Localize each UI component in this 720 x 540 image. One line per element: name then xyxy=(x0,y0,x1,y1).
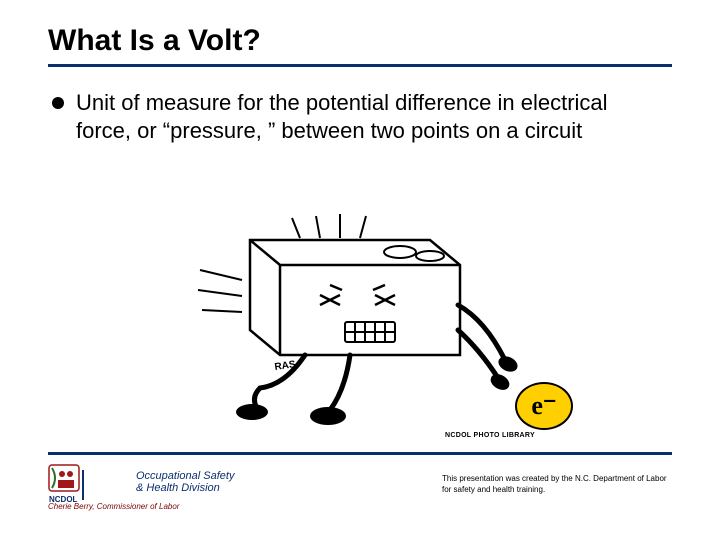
footer-rule xyxy=(48,452,672,455)
photo-credit: NCDOL PHOTO LIBRARY xyxy=(445,432,535,439)
electron-label: e⁻ xyxy=(531,393,556,419)
slide: What Is a Volt? Unit of measure for the … xyxy=(0,0,720,540)
logo-division-line1: Occupational Safety xyxy=(136,470,234,482)
footer: NCDOL Occupational Safety & Health Divis… xyxy=(48,460,672,520)
bullet-item: Unit of measure for the potential differ… xyxy=(48,89,672,144)
attribution-text: This presentation was created by the N.C… xyxy=(442,474,672,496)
title-underline xyxy=(48,64,672,67)
logo-block: NCDOL Occupational Safety & Health Divis… xyxy=(48,460,234,511)
cartoon-illustration: RAS xyxy=(180,210,540,430)
logo-division-line2: & Health Division xyxy=(136,482,234,494)
slide-title: What Is a Volt? xyxy=(48,24,672,64)
ncdol-logo-icon: NCDOL xyxy=(48,464,126,500)
bullet-dot-icon xyxy=(52,97,64,109)
electron-badge-icon: e⁻ xyxy=(515,382,573,430)
svg-text:NCDOL: NCDOL xyxy=(49,495,78,504)
bullet-text: Unit of measure for the potential differ… xyxy=(76,89,668,144)
